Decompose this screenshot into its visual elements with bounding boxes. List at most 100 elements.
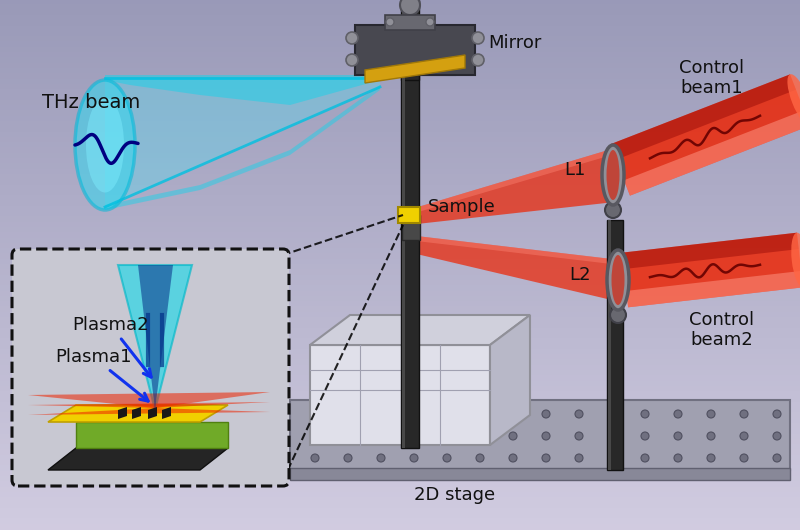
Ellipse shape [75,80,135,210]
Text: L1: L1 [564,161,586,179]
Bar [0,31,800,37]
Bar [0,518,800,525]
Circle shape [377,454,385,462]
Bar [0,237,800,244]
Bar [0,57,800,64]
Bar [0,296,800,302]
Bar [0,131,800,138]
Circle shape [472,54,484,66]
Bar [0,4,800,11]
Polygon shape [408,148,615,215]
Polygon shape [132,407,141,419]
Bar [0,508,800,514]
Ellipse shape [602,145,624,205]
Bar [0,89,800,95]
Polygon shape [290,468,790,480]
Bar [0,158,800,164]
Bar [0,110,800,117]
Circle shape [400,0,420,15]
Bar [0,264,800,270]
Circle shape [509,432,517,440]
Bar [0,343,800,350]
Circle shape [641,432,649,440]
FancyBboxPatch shape [12,249,289,486]
Bar [0,105,800,111]
Text: THz beam: THz beam [42,93,140,111]
Bar [0,312,800,318]
Bar [0,465,800,472]
Polygon shape [365,55,465,83]
Ellipse shape [606,150,619,200]
Bar [0,184,800,191]
Bar [0,153,800,159]
Bar [0,434,800,440]
Polygon shape [310,345,490,445]
Polygon shape [76,422,228,448]
Polygon shape [401,40,419,448]
Polygon shape [398,207,420,223]
Circle shape [707,432,715,440]
Polygon shape [105,75,380,105]
Circle shape [610,307,626,323]
Circle shape [377,410,385,418]
Bar [0,322,800,329]
Bar [0,402,800,408]
Circle shape [674,454,682,462]
Polygon shape [624,110,800,196]
Circle shape [542,454,550,462]
Circle shape [410,432,418,440]
Bar [0,476,800,482]
Bar [0,513,800,519]
Polygon shape [401,0,419,80]
Bar [0,275,800,281]
Bar [0,78,800,85]
Bar [0,349,800,355]
Circle shape [509,410,517,418]
Bar [0,227,800,233]
Circle shape [575,432,583,440]
Bar [0,354,800,360]
Circle shape [773,432,781,440]
Polygon shape [310,315,530,345]
Polygon shape [402,215,420,240]
Polygon shape [608,220,611,470]
Bar [0,243,800,249]
Polygon shape [385,15,435,30]
Circle shape [575,454,583,462]
Bar [0,63,800,69]
Circle shape [674,410,682,418]
Polygon shape [610,74,800,196]
Bar [0,200,800,207]
Polygon shape [408,235,620,302]
Polygon shape [105,85,380,210]
Circle shape [476,454,484,462]
Circle shape [443,432,451,440]
Bar [0,317,800,323]
Bar [0,487,800,493]
Circle shape [542,432,550,440]
Bar [0,381,800,387]
Circle shape [346,32,358,44]
Circle shape [346,54,358,66]
Bar [0,206,800,212]
Bar [0,306,800,313]
Polygon shape [28,408,270,415]
Bar [0,269,800,276]
Bar [0,365,800,371]
Polygon shape [28,392,270,408]
Polygon shape [490,315,530,445]
Text: Plasma2: Plasma2 [72,316,151,377]
Bar [0,126,800,132]
Circle shape [344,432,352,440]
Bar [0,418,800,424]
Circle shape [472,32,484,44]
Bar [0,222,800,228]
Bar [0,497,800,504]
Circle shape [311,410,319,418]
Polygon shape [148,407,157,419]
Circle shape [608,410,616,418]
Text: 2D stage: 2D stage [414,486,495,504]
Bar [0,412,800,419]
Polygon shape [48,448,228,470]
Circle shape [386,18,394,26]
